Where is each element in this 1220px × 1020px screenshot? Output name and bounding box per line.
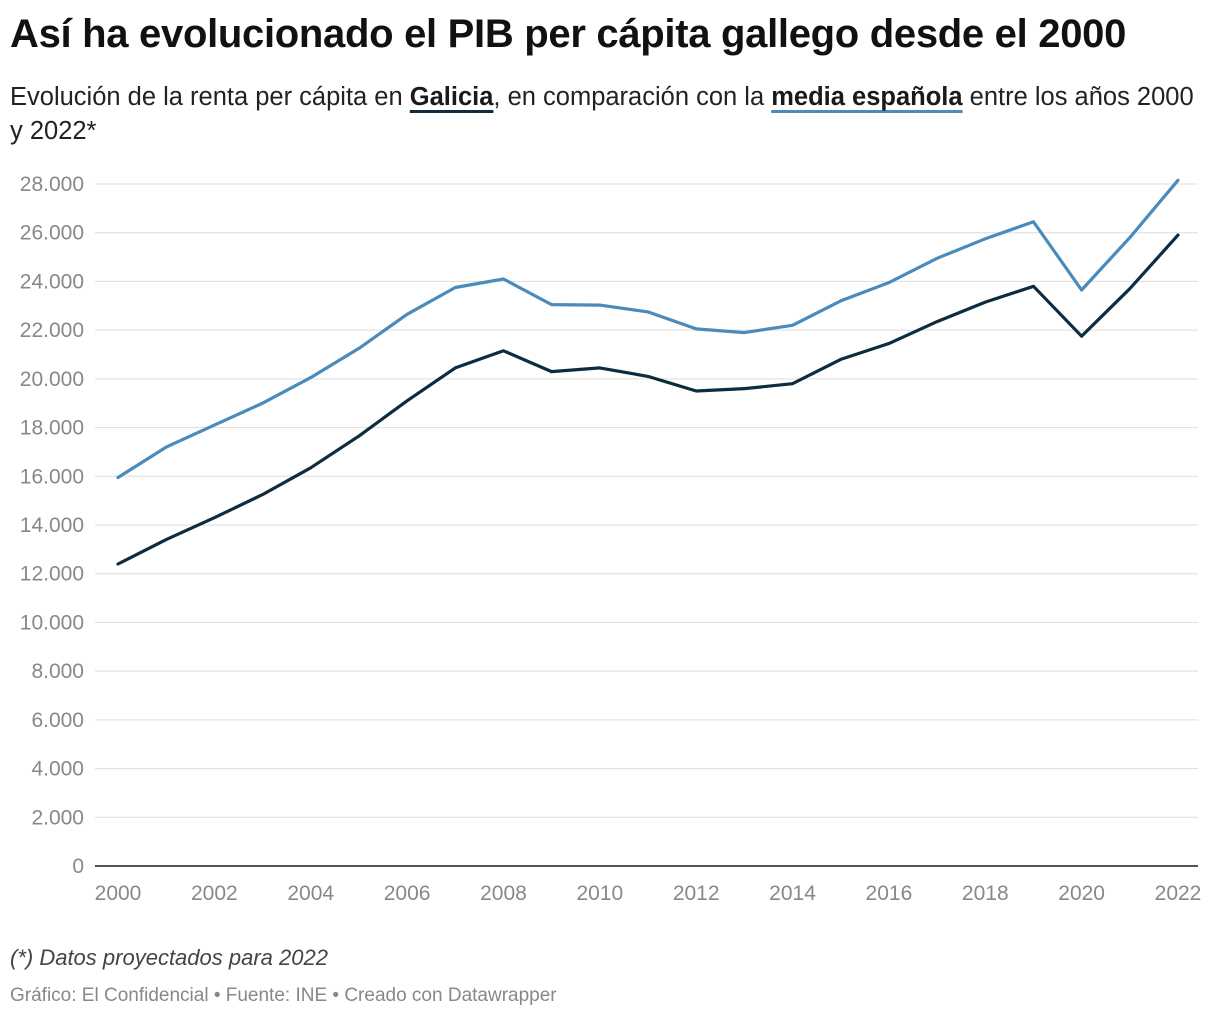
y-tick-label: 22.000: [20, 319, 84, 342]
y-tick-label: 0: [72, 855, 84, 878]
x-tick-label: 2014: [769, 882, 816, 905]
y-tick-label: 26.000: [20, 222, 84, 245]
x-tick-label: 2004: [287, 882, 334, 905]
grid-lines: [95, 183, 1198, 867]
footnote: (*) Datos proyectados para 2022: [10, 945, 328, 970]
y-tick-label: 6.000: [31, 709, 84, 732]
x-tick-label: 2010: [576, 882, 623, 905]
y-tick-label: 4.000: [31, 758, 84, 781]
x-tick-label: 2002: [191, 882, 238, 905]
x-tick-label: 2016: [866, 882, 913, 905]
y-tick-label: 2.000: [31, 806, 84, 829]
series-lines: [116, 178, 1180, 566]
source-credit: Gráfico: El Confidencial • Fuente: INE •…: [10, 985, 557, 1006]
x-tick-label: 2020: [1058, 882, 1105, 905]
series-line-galicia: [116, 233, 1180, 566]
line-chart: 0 2.000 4.000 6.000 8.000 10.000 12.000 14.000 1…: [20, 173, 1202, 905]
subtitle-text-3: entre los años 2000 y 2022*: [10, 83, 1194, 145]
chart-subtitle: Evolución de la renta per cápita en Gali…: [10, 80, 1200, 148]
y-tick-label: 12.000: [20, 563, 84, 586]
chart-title: Así ha evolucionado el PIB per cápita ga…: [10, 12, 1127, 56]
y-axis-ticks: 0 2.000 4.000 6.000 8.000 10.000 12.000 14.000 1…: [20, 173, 84, 878]
y-tick-label: 16.000: [20, 465, 84, 488]
x-tick-label: 2000: [95, 882, 142, 905]
y-tick-label: 10.000: [20, 611, 84, 634]
subtitle-text-1: Evolución de la renta per cápita en: [10, 83, 410, 111]
x-tick-label: 2012: [673, 882, 720, 905]
y-tick-label: 28.000: [20, 173, 84, 196]
y-tick-label: 18.000: [20, 417, 84, 440]
y-tick-label: 20.000: [20, 368, 84, 391]
x-tick-label: 2018: [962, 882, 1009, 905]
x-tick-label: 2006: [384, 882, 431, 905]
series-line-media-espanola: [116, 178, 1180, 480]
x-tick-label: 2008: [480, 882, 527, 905]
x-tick-label: 2022: [1155, 882, 1202, 905]
legend-spain: media española: [771, 83, 963, 111]
legend-galicia: Galicia: [409, 83, 494, 111]
subtitle-text-2: , en comparación con la: [493, 83, 772, 111]
y-tick-label: 14.000: [20, 514, 84, 537]
x-axis-ticks: 2000 2002 2004 2006 2008 2010 2012 2014 2016 2018…: [95, 882, 1202, 905]
y-tick-label: 8.000: [31, 660, 84, 683]
y-tick-label: 24.000: [20, 270, 84, 293]
